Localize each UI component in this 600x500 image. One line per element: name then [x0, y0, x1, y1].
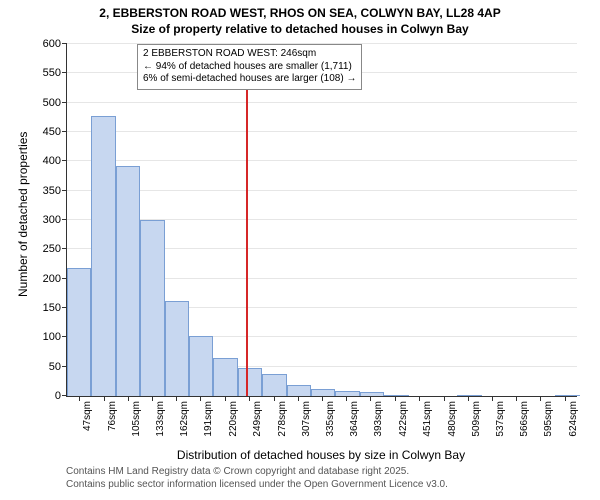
- histogram-bar: [287, 385, 311, 396]
- x-tick-mark: [565, 396, 566, 401]
- info-line: ← 94% of detached houses are smaller (1,…: [143, 61, 356, 74]
- info-line: 6% of semi-detached houses are larger (1…: [143, 73, 356, 86]
- x-tick-mark: [128, 396, 129, 401]
- x-tick-mark: [249, 396, 250, 401]
- x-tick-label: 249sqm: [252, 401, 263, 437]
- y-tick-mark: [62, 72, 67, 73]
- chart-title-line2: Size of property relative to detached ho…: [0, 22, 600, 38]
- credit-line: Contains HM Land Registry data © Crown c…: [66, 466, 448, 479]
- histogram-bar: [238, 368, 262, 396]
- x-tick-mark: [274, 396, 275, 401]
- x-tick-label: 133sqm: [155, 401, 166, 437]
- gridline: [67, 131, 577, 132]
- histogram-bar: [189, 336, 213, 396]
- x-tick-label: 335sqm: [325, 401, 336, 437]
- x-tick-label: 480sqm: [447, 401, 458, 437]
- x-tick-label: 364sqm: [349, 401, 360, 437]
- x-tick-label: 76sqm: [107, 401, 118, 431]
- x-tick-mark: [492, 396, 493, 401]
- y-axis-label: Number of detached properties: [16, 132, 30, 297]
- histogram-bar: [140, 220, 164, 396]
- y-tick-label: 150: [43, 302, 61, 314]
- y-tick-label: 100: [43, 331, 61, 343]
- y-tick-label: 600: [43, 38, 61, 50]
- histogram-bar: [116, 166, 140, 396]
- x-tick-mark: [104, 396, 105, 401]
- x-tick-label: 451sqm: [422, 401, 433, 437]
- y-tick-label: 400: [43, 155, 61, 167]
- x-tick-label: 566sqm: [519, 401, 530, 437]
- x-tick-mark: [298, 396, 299, 401]
- plot-area: 05010015020025030035040045050055060047sq…: [66, 44, 577, 397]
- histogram-bar: [213, 358, 237, 396]
- y-tick-mark: [62, 219, 67, 220]
- x-tick-label: 624sqm: [568, 401, 579, 437]
- info-line: 2 EBBERSTON ROAD WEST: 246sqm: [143, 48, 356, 61]
- histogram-bar: [262, 374, 286, 396]
- y-tick-label: 250: [43, 243, 61, 255]
- x-tick-mark: [395, 396, 396, 401]
- y-tick-label: 350: [43, 185, 61, 197]
- x-tick-mark: [540, 396, 541, 401]
- x-tick-label: 162sqm: [179, 401, 190, 437]
- x-tick-label: 278sqm: [277, 401, 288, 437]
- x-tick-mark: [225, 396, 226, 401]
- x-tick-label: 595sqm: [543, 401, 554, 437]
- x-tick-mark: [346, 396, 347, 401]
- y-tick-label: 200: [43, 273, 61, 285]
- x-tick-label: 422sqm: [398, 401, 409, 437]
- y-tick-mark: [62, 160, 67, 161]
- y-tick-mark: [62, 190, 67, 191]
- reference-line: [246, 44, 248, 396]
- y-tick-mark: [62, 131, 67, 132]
- x-tick-label: 307sqm: [301, 401, 312, 437]
- x-tick-label: 105sqm: [131, 401, 142, 437]
- x-tick-mark: [370, 396, 371, 401]
- credits-block: Contains HM Land Registry data © Crown c…: [66, 466, 448, 491]
- x-tick-label: 47sqm: [82, 401, 93, 431]
- x-tick-label: 220sqm: [228, 401, 239, 437]
- histogram-bar: [335, 391, 359, 396]
- gridline: [67, 102, 577, 103]
- credit-line: Contains public sector information licen…: [66, 479, 448, 492]
- histogram-bar: [457, 395, 481, 396]
- histogram-bar: [555, 395, 579, 396]
- y-tick-mark: [62, 43, 67, 44]
- histogram-bar: [384, 395, 408, 396]
- chart-title-line1: 2, EBBERSTON ROAD WEST, RHOS ON SEA, COL…: [0, 6, 600, 22]
- histogram-bar: [91, 116, 115, 396]
- y-tick-label: 50: [49, 361, 61, 373]
- x-tick-mark: [79, 396, 80, 401]
- x-tick-mark: [444, 396, 445, 401]
- x-tick-mark: [468, 396, 469, 401]
- x-tick-mark: [176, 396, 177, 401]
- y-tick-label: 550: [43, 67, 61, 79]
- histogram-bar: [67, 268, 91, 396]
- y-tick-label: 300: [43, 214, 61, 226]
- x-tick-mark: [152, 396, 153, 401]
- x-tick-mark: [322, 396, 323, 401]
- x-tick-mark: [516, 396, 517, 401]
- histogram-bar: [165, 301, 189, 396]
- gridline: [67, 160, 577, 161]
- y-tick-label: 450: [43, 126, 61, 138]
- info-box: 2 EBBERSTON ROAD WEST: 246sqm ← 94% of d…: [137, 44, 362, 90]
- x-tick-label: 537sqm: [495, 401, 506, 437]
- histogram-bar: [311, 389, 335, 396]
- y-tick-label: 500: [43, 97, 61, 109]
- x-tick-label: 509sqm: [471, 401, 482, 437]
- x-tick-label: 393sqm: [373, 401, 384, 437]
- y-tick-label: 0: [55, 390, 61, 402]
- x-tick-mark: [200, 396, 201, 401]
- histogram-chart: 2, EBBERSTON ROAD WEST, RHOS ON SEA, COL…: [0, 0, 600, 500]
- x-axis-label: Distribution of detached houses by size …: [66, 448, 576, 462]
- gridline: [67, 190, 577, 191]
- histogram-bar: [360, 392, 384, 396]
- x-tick-mark: [419, 396, 420, 401]
- y-tick-mark: [62, 102, 67, 103]
- y-tick-mark: [62, 248, 67, 249]
- chart-title-block: 2, EBBERSTON ROAD WEST, RHOS ON SEA, COL…: [0, 0, 600, 37]
- x-tick-label: 191sqm: [203, 401, 214, 437]
